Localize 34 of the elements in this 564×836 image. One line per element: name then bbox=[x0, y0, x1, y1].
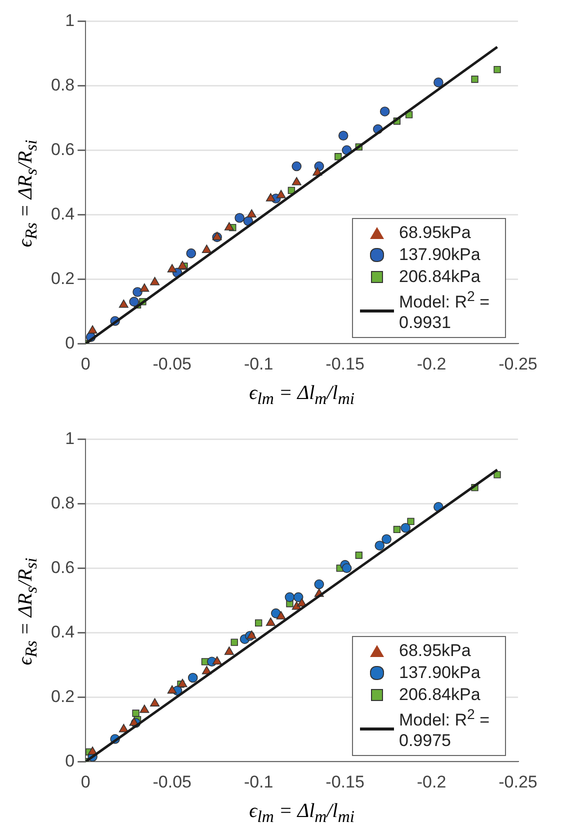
y-tick-label: 0.4 bbox=[50, 622, 75, 642]
y-tick-label: 0.8 bbox=[50, 493, 75, 512]
text: Model: R$^{2}$ = 0.9931 bbox=[399, 288, 490, 332]
x-tick-label: -0.15 bbox=[326, 354, 364, 374]
y-tick-label: 0.4 bbox=[50, 204, 75, 224]
y-tick-label: 0 bbox=[65, 751, 75, 770]
x-tick-label: -0.25 bbox=[498, 772, 538, 792]
legend-label: 68.95kPa bbox=[399, 640, 471, 661]
x-tick-label: -0.1 bbox=[244, 354, 274, 374]
legend-label: 206.84kPa bbox=[399, 684, 480, 705]
x-tick-label: 0 bbox=[80, 354, 90, 374]
x-tick-label: -0.05 bbox=[152, 354, 192, 374]
x-tick-label: -0.25 bbox=[498, 354, 538, 374]
y-tick-label: 0.6 bbox=[50, 558, 75, 577]
y-tick-label: 0.2 bbox=[50, 686, 75, 706]
y-tick-label: 0.8 bbox=[50, 75, 75, 94]
y-tick-label: 1 bbox=[65, 428, 75, 448]
x-tick-label: 0 bbox=[80, 772, 90, 792]
x-axis-title: ϵ$_{lm}$ = Δl$_{m}$/l$_{mi}$ bbox=[248, 800, 356, 827]
x-tick-label: -0.1 bbox=[244, 772, 274, 792]
x-tick-label: -0.2 bbox=[416, 354, 446, 374]
x-axis-title: ϵ$_{lm}$ = Δl$_{m}$/l$_{mi}$ bbox=[248, 382, 356, 409]
legend-label: 137.90kPa bbox=[399, 244, 480, 265]
x-tick-label: -0.05 bbox=[152, 772, 192, 792]
x-tick-label: -0.2 bbox=[416, 772, 446, 792]
x-tick-label: -0.15 bbox=[326, 772, 364, 792]
y-tick-label: 0 bbox=[65, 333, 75, 352]
y-tick-label: 1 bbox=[65, 10, 75, 30]
y-tick-label: 0.2 bbox=[50, 268, 75, 288]
legend-label: 206.84kPa bbox=[399, 266, 480, 287]
legend-label: 68.95kPa bbox=[399, 222, 471, 243]
y-tick-label: 0.6 bbox=[50, 140, 75, 159]
text: Model: R$^{2}$ = 0.9975 bbox=[399, 706, 490, 750]
legend-label: 137.90kPa bbox=[399, 662, 480, 683]
